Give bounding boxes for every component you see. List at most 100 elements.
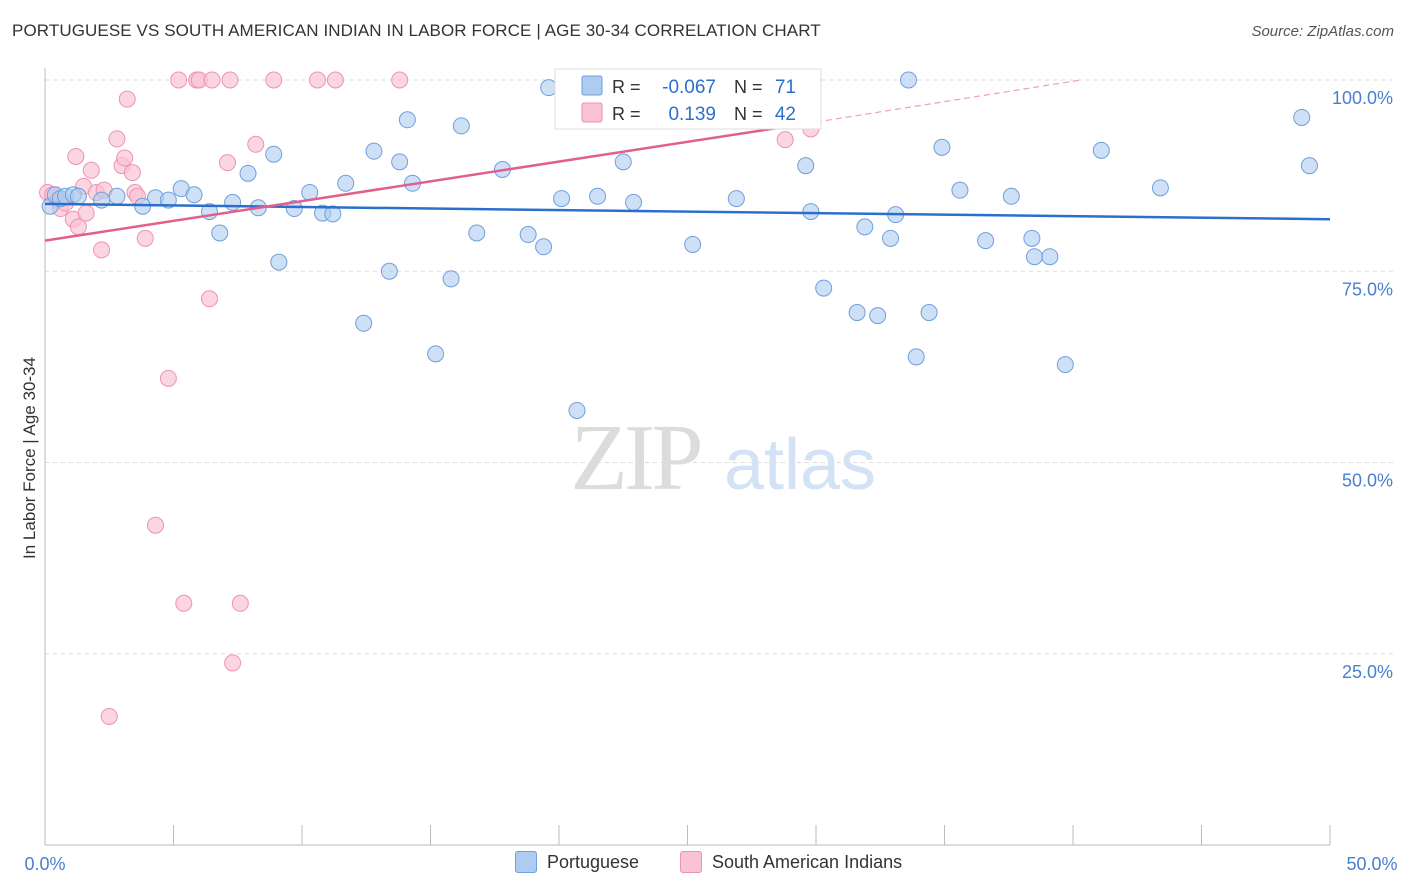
- legend-swatch-portuguese: [581, 75, 603, 96]
- data-point-portuguese: [684, 235, 702, 253]
- data-point-portuguese: [185, 186, 203, 204]
- series-legend: Portuguese South American Indians: [0, 851, 1406, 879]
- watermark-zip: ZIP: [571, 406, 701, 510]
- data-point-south-american-indians: [391, 71, 409, 89]
- data-point-portuguese: [933, 138, 951, 156]
- data-point-portuguese: [727, 190, 745, 208]
- data-point-portuguese: [797, 157, 815, 175]
- legend-n-value-1: 71: [775, 77, 796, 98]
- data-point-south-american-indians: [170, 71, 188, 89]
- x-tick-label: 50.0%: [1346, 854, 1397, 874]
- data-point-portuguese: [535, 238, 553, 256]
- x-tick-label: 0.0%: [24, 854, 65, 874]
- legend-r-label-2: R =: [612, 104, 641, 124]
- data-point-south-american-indians: [200, 290, 218, 308]
- y-tick-label: 75.0%: [1342, 279, 1393, 299]
- data-point-portuguese: [625, 193, 643, 211]
- portuguese-points: [41, 71, 1318, 419]
- data-point-portuguese: [1300, 157, 1318, 175]
- data-point-south-american-indians: [116, 149, 134, 167]
- legend-label-portuguese: Portuguese: [547, 851, 640, 872]
- data-point-south-american-indians: [224, 654, 242, 672]
- data-point-portuguese: [1092, 141, 1110, 159]
- data-point-portuguese: [224, 193, 242, 211]
- legend-swatch-pink: [680, 851, 702, 873]
- legend-n-value-2: 42: [775, 104, 796, 125]
- watermark-atlas: atlas: [724, 425, 876, 505]
- data-point-portuguese: [856, 218, 874, 236]
- data-point-portuguese: [951, 181, 969, 199]
- y-tick-label: 50.0%: [1342, 471, 1393, 491]
- data-point-portuguese: [427, 345, 445, 363]
- data-point-portuguese: [848, 304, 866, 322]
- data-point-south-american-indians: [265, 71, 283, 89]
- data-point-portuguese: [1056, 356, 1074, 374]
- data-point-portuguese: [519, 226, 537, 244]
- chart-title: PORTUGUESE VS SOUTH AMERICAN INDIAN IN L…: [12, 21, 821, 40]
- data-point-south-american-indians: [221, 71, 239, 89]
- data-point-portuguese: [568, 401, 586, 419]
- legend-label-south-american-indians: South American Indians: [712, 851, 903, 872]
- data-point-portuguese: [589, 187, 607, 205]
- data-point-portuguese: [355, 314, 373, 332]
- legend-r-value-2: 0.139: [668, 104, 716, 125]
- data-point-south-american-indians: [218, 154, 236, 172]
- data-point-portuguese: [211, 224, 229, 242]
- data-point-portuguese: [108, 187, 126, 205]
- data-point-portuguese: [1002, 187, 1020, 205]
- data-point-portuguese: [907, 348, 925, 366]
- data-point-portuguese: [380, 262, 398, 280]
- legend-r-value-1: -0.067: [662, 77, 716, 98]
- data-point-portuguese: [452, 117, 470, 135]
- data-point-south-american-indians: [326, 71, 344, 89]
- data-point-portuguese: [614, 153, 632, 171]
- y-tick-label: 100.0%: [1332, 88, 1393, 108]
- source-label: Source: ZipAtlas.com: [1251, 23, 1394, 40]
- data-point-portuguese: [285, 200, 303, 218]
- data-point-south-american-indians: [123, 164, 141, 182]
- data-point-portuguese: [869, 307, 887, 325]
- trend-line-extension-south-american-indians: [815, 79, 1081, 123]
- watermark: ZIP atlas: [571, 406, 877, 510]
- data-point-south-american-indians: [231, 594, 249, 612]
- data-point-portuguese: [69, 187, 87, 205]
- data-point-south-american-indians: [136, 229, 154, 247]
- data-point-portuguese: [265, 145, 283, 163]
- data-point-portuguese: [337, 174, 355, 192]
- data-point-south-american-indians: [159, 369, 177, 387]
- data-point-portuguese: [900, 71, 918, 89]
- data-point-portuguese: [1293, 108, 1311, 126]
- legend-swatch-blue: [515, 851, 537, 873]
- data-point-south-american-indians: [67, 148, 85, 165]
- data-point-portuguese: [920, 304, 938, 322]
- legend-n-label-1: N =: [734, 77, 763, 97]
- data-point-south-american-indians: [108, 130, 126, 148]
- data-point-portuguese: [270, 253, 288, 271]
- legend-item-south-american-indians: South American Indians: [680, 851, 902, 873]
- data-point-south-american-indians: [776, 131, 794, 149]
- data-point-south-american-indians: [308, 71, 326, 89]
- data-point-portuguese: [1151, 179, 1169, 197]
- data-point-portuguese: [324, 205, 342, 223]
- legend-swatch-south-american-indians: [581, 102, 603, 123]
- data-point-south-american-indians: [77, 204, 95, 222]
- data-point-portuguese: [365, 142, 383, 160]
- tick-labels: 100.0% 75.0% 50.0% 25.0% 0.0% 50.0%: [24, 88, 1397, 874]
- data-point-south-american-indians: [247, 135, 265, 153]
- data-point-portuguese: [1041, 248, 1059, 266]
- data-point-portuguese: [802, 203, 820, 221]
- legend-n-label-2: N =: [734, 104, 763, 124]
- data-point-south-american-indians: [147, 516, 165, 534]
- data-point-south-american-indians: [118, 90, 136, 108]
- legend-r-label-1: R =: [612, 77, 641, 97]
- data-point-south-american-indians: [175, 594, 193, 612]
- data-point-portuguese: [540, 79, 558, 97]
- south-american-indians-points: [39, 71, 820, 725]
- data-point-portuguese: [398, 111, 416, 129]
- data-point-south-american-indians: [93, 241, 111, 259]
- legend-item-portuguese: Portuguese: [515, 851, 639, 873]
- data-point-portuguese: [1023, 229, 1041, 247]
- data-point-portuguese: [442, 270, 460, 288]
- data-point-portuguese: [239, 164, 257, 182]
